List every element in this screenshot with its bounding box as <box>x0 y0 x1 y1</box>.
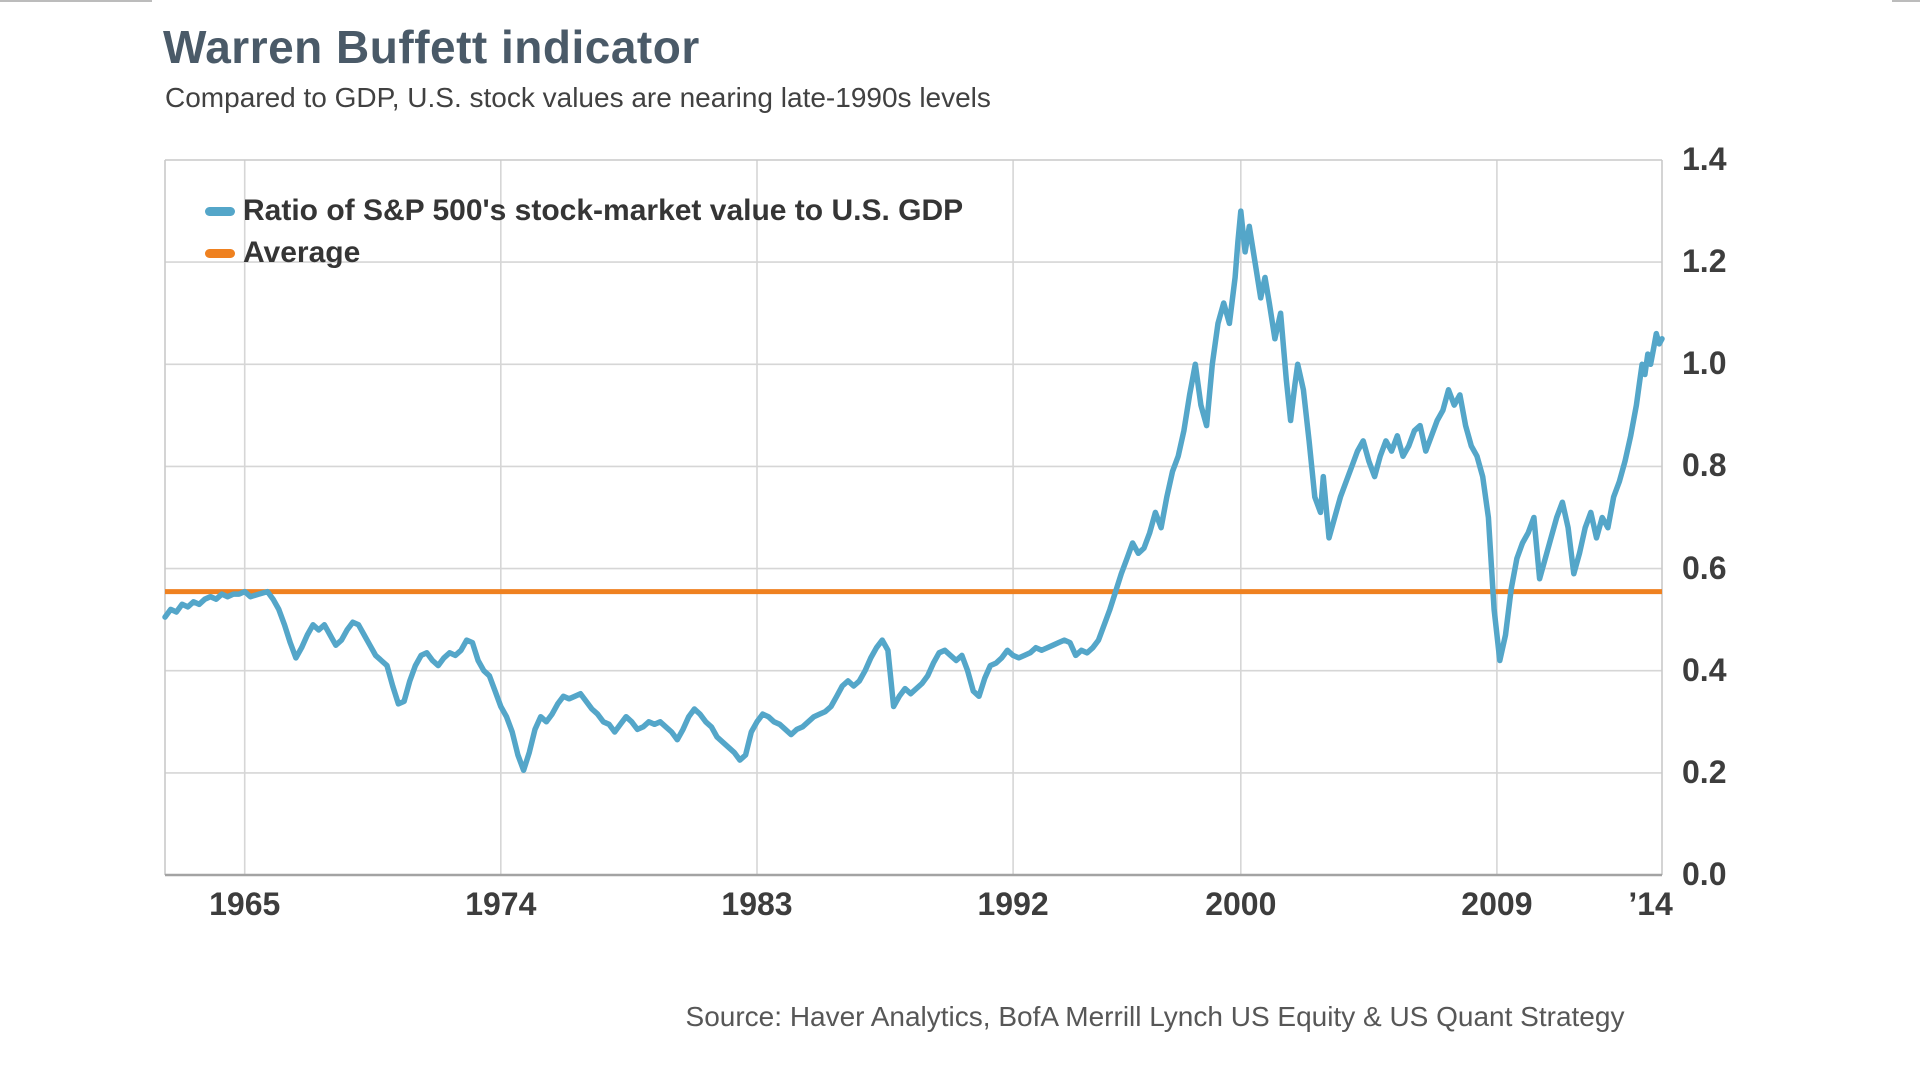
y-axis-tick-label: 0.2 <box>1682 753 1727 790</box>
legend-item-average: Average <box>205 236 361 269</box>
x-axis-tick-label: 1992 <box>977 886 1049 922</box>
y-axis-tick-label: 1.0 <box>1682 345 1727 382</box>
x-axis-tick-label: 2009 <box>1461 886 1533 922</box>
y-axis-tick-label: 1.4 <box>1682 140 1727 177</box>
source-attribution: Source: Haver Analytics, BofA Merrill Ly… <box>685 1001 1625 1032</box>
screenshot-edge-artifact-right <box>1892 0 1920 2</box>
x-axis-tick-label: 2000 <box>1205 886 1277 922</box>
legend-label-ratio: Ratio of S&P 500's stock-market value to… <box>243 194 964 227</box>
y-axis-tick-label: 0.6 <box>1682 549 1727 586</box>
y-axis-tick-label: 0.8 <box>1682 447 1727 484</box>
y-axis-tick-label: 0.4 <box>1682 651 1727 688</box>
legend-label-average: Average <box>243 236 361 269</box>
ratio-line <box>162 208 1665 774</box>
page-title: Warren Buffett indicator <box>163 21 700 73</box>
y-axis-tick-label: 1.2 <box>1682 242 1727 279</box>
average-line-swatch-icon <box>205 248 235 258</box>
x-axis-tick-label: ’14 <box>1628 886 1673 922</box>
x-axis-tick-label: 1983 <box>721 886 793 922</box>
y-axis-tick-label: 0.0 <box>1682 855 1727 892</box>
legend-item-ratio: Ratio of S&P 500's stock-market value to… <box>205 194 964 227</box>
screenshot-edge-artifact-left <box>0 0 152 2</box>
chart-subtitle: Compared to GDP, U.S. stock values are n… <box>165 82 991 113</box>
x-axis-tick-label: 1965 <box>209 886 281 922</box>
x-axis-tick-label: 1974 <box>465 886 537 922</box>
ratio-line-swatch-icon <box>205 206 235 216</box>
